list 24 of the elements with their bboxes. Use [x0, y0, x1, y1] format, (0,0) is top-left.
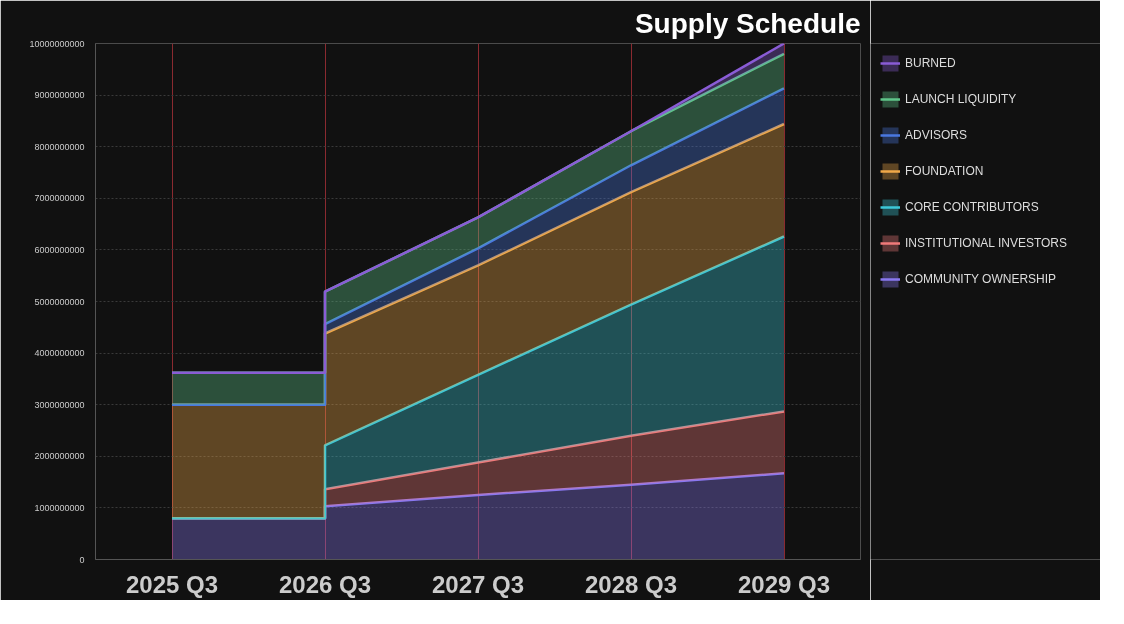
y-tick-label: 10000000000	[29, 38, 85, 49]
legend-label: LAUNCH LIQUIDITY	[905, 92, 1017, 106]
y-tick-label: 8000000000	[34, 141, 85, 152]
y-tick-label: 1000000000	[34, 502, 85, 513]
chart-title: Supply Schedule	[634, 7, 861, 39]
y-tick-label: 3000000000	[34, 399, 85, 410]
y-tick-label: 0	[79, 554, 85, 565]
y-tick-label: 6000000000	[34, 244, 85, 255]
legend-label: ADVISORS	[905, 128, 968, 142]
legend-label: COMMUNITY OWNERSHIP	[905, 272, 1057, 286]
x-tick-label: 2028 Q3	[584, 570, 678, 598]
y-tick-label: 9000000000	[34, 90, 85, 101]
legend-label: INSTITUTIONAL INVESTORS	[905, 236, 1068, 250]
y-tick-label: 2000000000	[34, 451, 85, 462]
x-tick-label: 2026 Q3	[278, 570, 372, 598]
legend-label: BURNED	[905, 56, 956, 70]
x-tick-label: 2025 Q3	[125, 570, 219, 598]
y-tick-label: 5000000000	[34, 296, 85, 307]
x-tick-label: 2029 Q3	[737, 570, 831, 598]
y-tick-label: 7000000000	[34, 193, 85, 204]
y-tick-label: 4000000000	[34, 348, 85, 359]
x-tick-label: 2027 Q3	[431, 570, 525, 598]
legend-label: FOUNDATION	[905, 164, 984, 178]
legend-label: CORE CONTRIBUTORS	[905, 200, 1039, 214]
